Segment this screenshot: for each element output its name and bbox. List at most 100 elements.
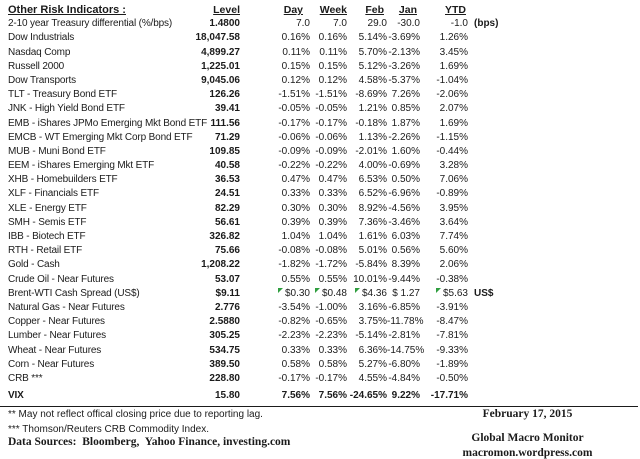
table-row: TLT - Treasury Bond ETF 126.26 -1.51% -1… — [0, 88, 638, 102]
day-cell: -0.22% — [278, 160, 310, 172]
unit-suffix — [468, 329, 638, 343]
unit-suffix — [468, 74, 638, 88]
week-cell: 0.11% — [319, 46, 347, 58]
table-row: Nasdaq Comp 4,899.27 0.11% 0.11% 5.70% -… — [0, 46, 638, 60]
day-cell: -0.17% — [278, 372, 310, 384]
week-cell: -0.06% — [315, 131, 347, 143]
feb-cell: 4.55% — [358, 372, 387, 384]
unit-suffix — [468, 344, 638, 358]
jan-cell: -9.44% — [388, 273, 420, 285]
table-row: Crude Oil - Near Futures 53.07 0.55% 0.5… — [0, 273, 638, 287]
footnote-crb-index: *** Thomson/Reuters CRB Commodity Index. — [8, 424, 210, 435]
table-row: XLF - Financials ETF 24.51 0.33% 0.33% 6… — [0, 187, 638, 201]
feb-cell: 6.36% — [358, 344, 387, 356]
feb-cell: -0.18% — [355, 117, 387, 129]
unit-suffix — [468, 273, 638, 287]
indicator-name: Dow Transports — [8, 74, 76, 86]
jan-cell: -14.75% — [387, 344, 425, 356]
indicator-name: Natural Gas - Near Futures — [8, 301, 125, 313]
ytd-cell: -1.04% — [436, 74, 468, 86]
jan-cell: 8.39% — [391, 259, 420, 271]
indicator-name: XLF - Financials ETF — [8, 188, 99, 200]
feb-cell: -2.01% — [355, 145, 387, 157]
unit-suffix — [468, 31, 638, 45]
jan-cell: -0.69% — [388, 160, 420, 172]
jan-cell: -3.69% — [388, 32, 420, 44]
feb-cell: 3.75% — [358, 316, 387, 328]
unit-suffix — [468, 389, 638, 403]
indicator-name: Gold - Cash — [8, 259, 60, 271]
week-cell: 0.33% — [318, 188, 347, 200]
unit-suffix — [468, 145, 638, 159]
column-header-day: Day — [283, 4, 303, 16]
week-cell: -0.65% — [315, 316, 347, 328]
table-row: Corn - Near Futures 389.50 0.58% 0.58% 5… — [0, 358, 638, 372]
brand-url: macromon.wordpress.com — [462, 447, 593, 459]
indicator-name: CRB *** — [8, 372, 43, 384]
feb-cell: 6.53% — [358, 174, 387, 186]
table-row: Lumber - Near Futures 305.25 -2.23% -2.2… — [0, 329, 638, 343]
ytd-cell: $5.63 — [420, 287, 468, 301]
jan-cell: 0.85% — [391, 103, 420, 115]
ytd-cell: -17.71% — [430, 390, 468, 402]
ytd-cell: -1.15% — [436, 131, 468, 143]
ytd-cell: 2.06% — [439, 259, 468, 271]
level-cell: 39.41 — [214, 103, 240, 115]
jan-cell: -4.84% — [388, 372, 420, 384]
jan-cell: -5.37% — [388, 74, 420, 86]
unit-suffix: (bps) — [474, 18, 499, 30]
week-cell: -0.17% — [315, 117, 347, 129]
unit-suffix — [468, 258, 638, 272]
level-cell: 1,208.22 — [201, 259, 240, 271]
day-cell: 0.39% — [281, 216, 310, 228]
table-row: EMCB - WT Emerging Mkt Corp Bond ETF 71.… — [0, 131, 638, 145]
feb-cell: -8.69% — [355, 89, 387, 101]
week-cell: -0.17% — [315, 372, 347, 384]
ytd-cell: 2.07% — [439, 103, 468, 115]
comment-flag-icon — [314, 287, 320, 293]
table-row: VIX 15.80 7.56% 7.56% -24.65% 9.22% -17.… — [0, 389, 638, 403]
unit-suffix — [468, 46, 638, 60]
feb-cell: 7.36% — [358, 216, 387, 228]
table-row: MUB - Muni Bond ETF 109.85 -0.09% -0.09%… — [0, 145, 638, 159]
indicator-name: EEM - iShares Emerging Mkt ETF — [8, 160, 155, 172]
ytd-cell: 1.26% — [439, 32, 468, 44]
level-cell: 228.80 — [209, 372, 240, 384]
table-row: IBB - Biotech ETF 326.82 1.04% 1.04% 1.6… — [0, 230, 638, 244]
comment-flag-icon — [435, 287, 441, 293]
level-cell: 126.26 — [209, 89, 240, 101]
table-row: Brent-WTI Cash Spread (US$) $9.11 $0.30 … — [0, 287, 638, 301]
unit-suffix — [468, 315, 638, 329]
unit-suffix — [468, 230, 638, 244]
table-row: XLE - Energy ETF 82.29 0.30% 0.30% 8.92%… — [0, 202, 638, 216]
level-cell: 4,899.27 — [201, 46, 240, 58]
unit-suffix — [468, 117, 638, 131]
column-header-spacer — [468, 3, 638, 17]
unit-suffix — [468, 301, 638, 315]
level-cell: 36.53 — [214, 174, 240, 186]
indicator-name: Crude Oil - Near Futures — [8, 273, 114, 285]
jan-cell: 1.87% — [391, 117, 420, 129]
feb-cell: -24.65% — [349, 390, 387, 402]
level-cell: 389.50 — [209, 358, 240, 370]
ytd-cell: -0.89% — [436, 188, 468, 200]
jan-cell: -6.80% — [388, 358, 420, 370]
indicators-table: Other Risk Indicators : Level Day Week F… — [0, 3, 638, 403]
table-row: Russell 2000 1,225.01 0.15% 0.15% 5.12% … — [0, 60, 638, 74]
level-cell: 534.75 — [209, 344, 240, 356]
level-cell: 40.58 — [214, 160, 240, 172]
indicator-name: Nasdaq Comp — [8, 46, 71, 58]
table-row: SMH - Semis ETF 56.61 0.39% 0.39% 7.36% … — [0, 216, 638, 230]
level-cell: 24.51 — [214, 188, 240, 200]
indicator-name: Dow Industrials — [8, 32, 75, 44]
ytd-cell: -0.50% — [436, 372, 468, 384]
level-cell: 326.82 — [209, 231, 240, 242]
jan-cell: -4.56% — [388, 202, 420, 214]
table-row: Natural Gas - Near Futures 2.776 -3.54% … — [0, 301, 638, 315]
jan-cell: $ 1.27 — [392, 287, 420, 299]
week-cell: -0.05% — [315, 103, 347, 115]
week-cell: -1.00% — [315, 301, 347, 313]
jan-cell: 9.22% — [391, 390, 420, 402]
ytd-cell: 3.45% — [439, 46, 468, 58]
